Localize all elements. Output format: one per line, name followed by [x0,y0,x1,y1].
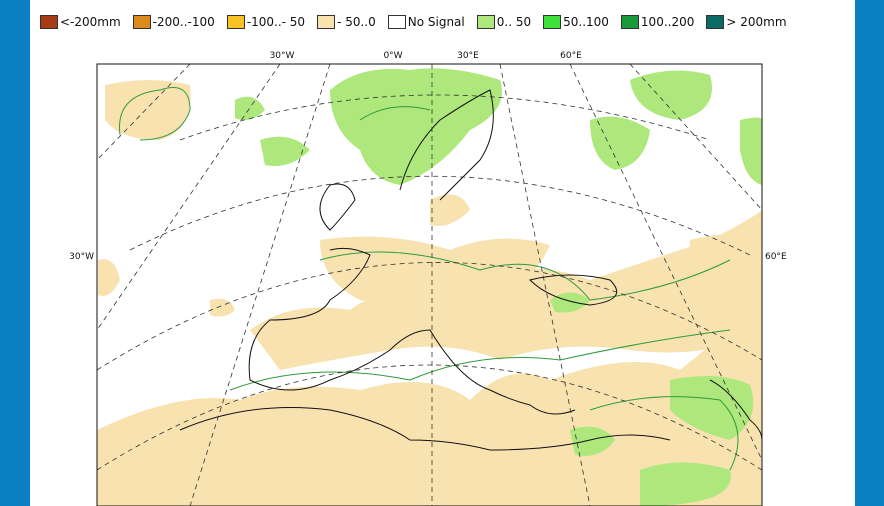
legend-label: -100..- 50 [246,15,306,29]
legend: <-200mm -200..-100 -100..- 50 - 50..0 No Sig… [40,12,799,32]
lon-label: 60°E [560,51,582,61]
legend-swatch [226,15,245,29]
legend-swatch [706,15,725,29]
legend-label: 100..200 [640,15,695,29]
lon-label: 30°W [69,252,94,262]
legend-swatch [132,15,151,29]
legend-item: No Signal [387,15,465,29]
legend-item: 0.. 50 [476,15,532,29]
legend-swatch [317,15,336,29]
lon-label: 30°W [270,51,295,61]
legend-label: 0.. 50 [496,15,532,29]
lon-label: 30°E [457,51,479,61]
legend-label: <-200mm [60,15,121,29]
legend-item: -100..- 50 [226,15,306,29]
legend-swatch [387,15,406,29]
legend-label: - 50..0 [337,15,376,29]
legend-swatch [620,15,639,29]
legend-swatch [543,15,562,29]
legend-item: <-200mm [40,15,121,29]
legend-label: > 200mm [726,15,787,29]
legend-item: 100..200 [620,15,695,29]
legend-swatch [476,15,495,29]
legend-item: 50..100 [543,15,609,29]
legend-label: No Signal [407,15,465,29]
lon-label: 0°W [383,51,402,61]
map-frame [96,63,763,506]
legend-label: -200..-100 [152,15,215,29]
map-fill [97,64,762,506]
legend-item: > 200mm [706,15,787,29]
legend-swatch [40,15,58,29]
legend-label: 50..100 [563,15,609,29]
legend-item: -200..-100 [132,15,215,29]
legend-item: - 50..0 [317,15,376,29]
map: 30°W 0°W 30°E 60°E 30°W 60°E [69,51,787,506]
lon-label: 60°E [765,252,787,262]
panel: <-200mm -200..-100 -100..- 50 - 50..0 No Sig… [30,0,855,506]
